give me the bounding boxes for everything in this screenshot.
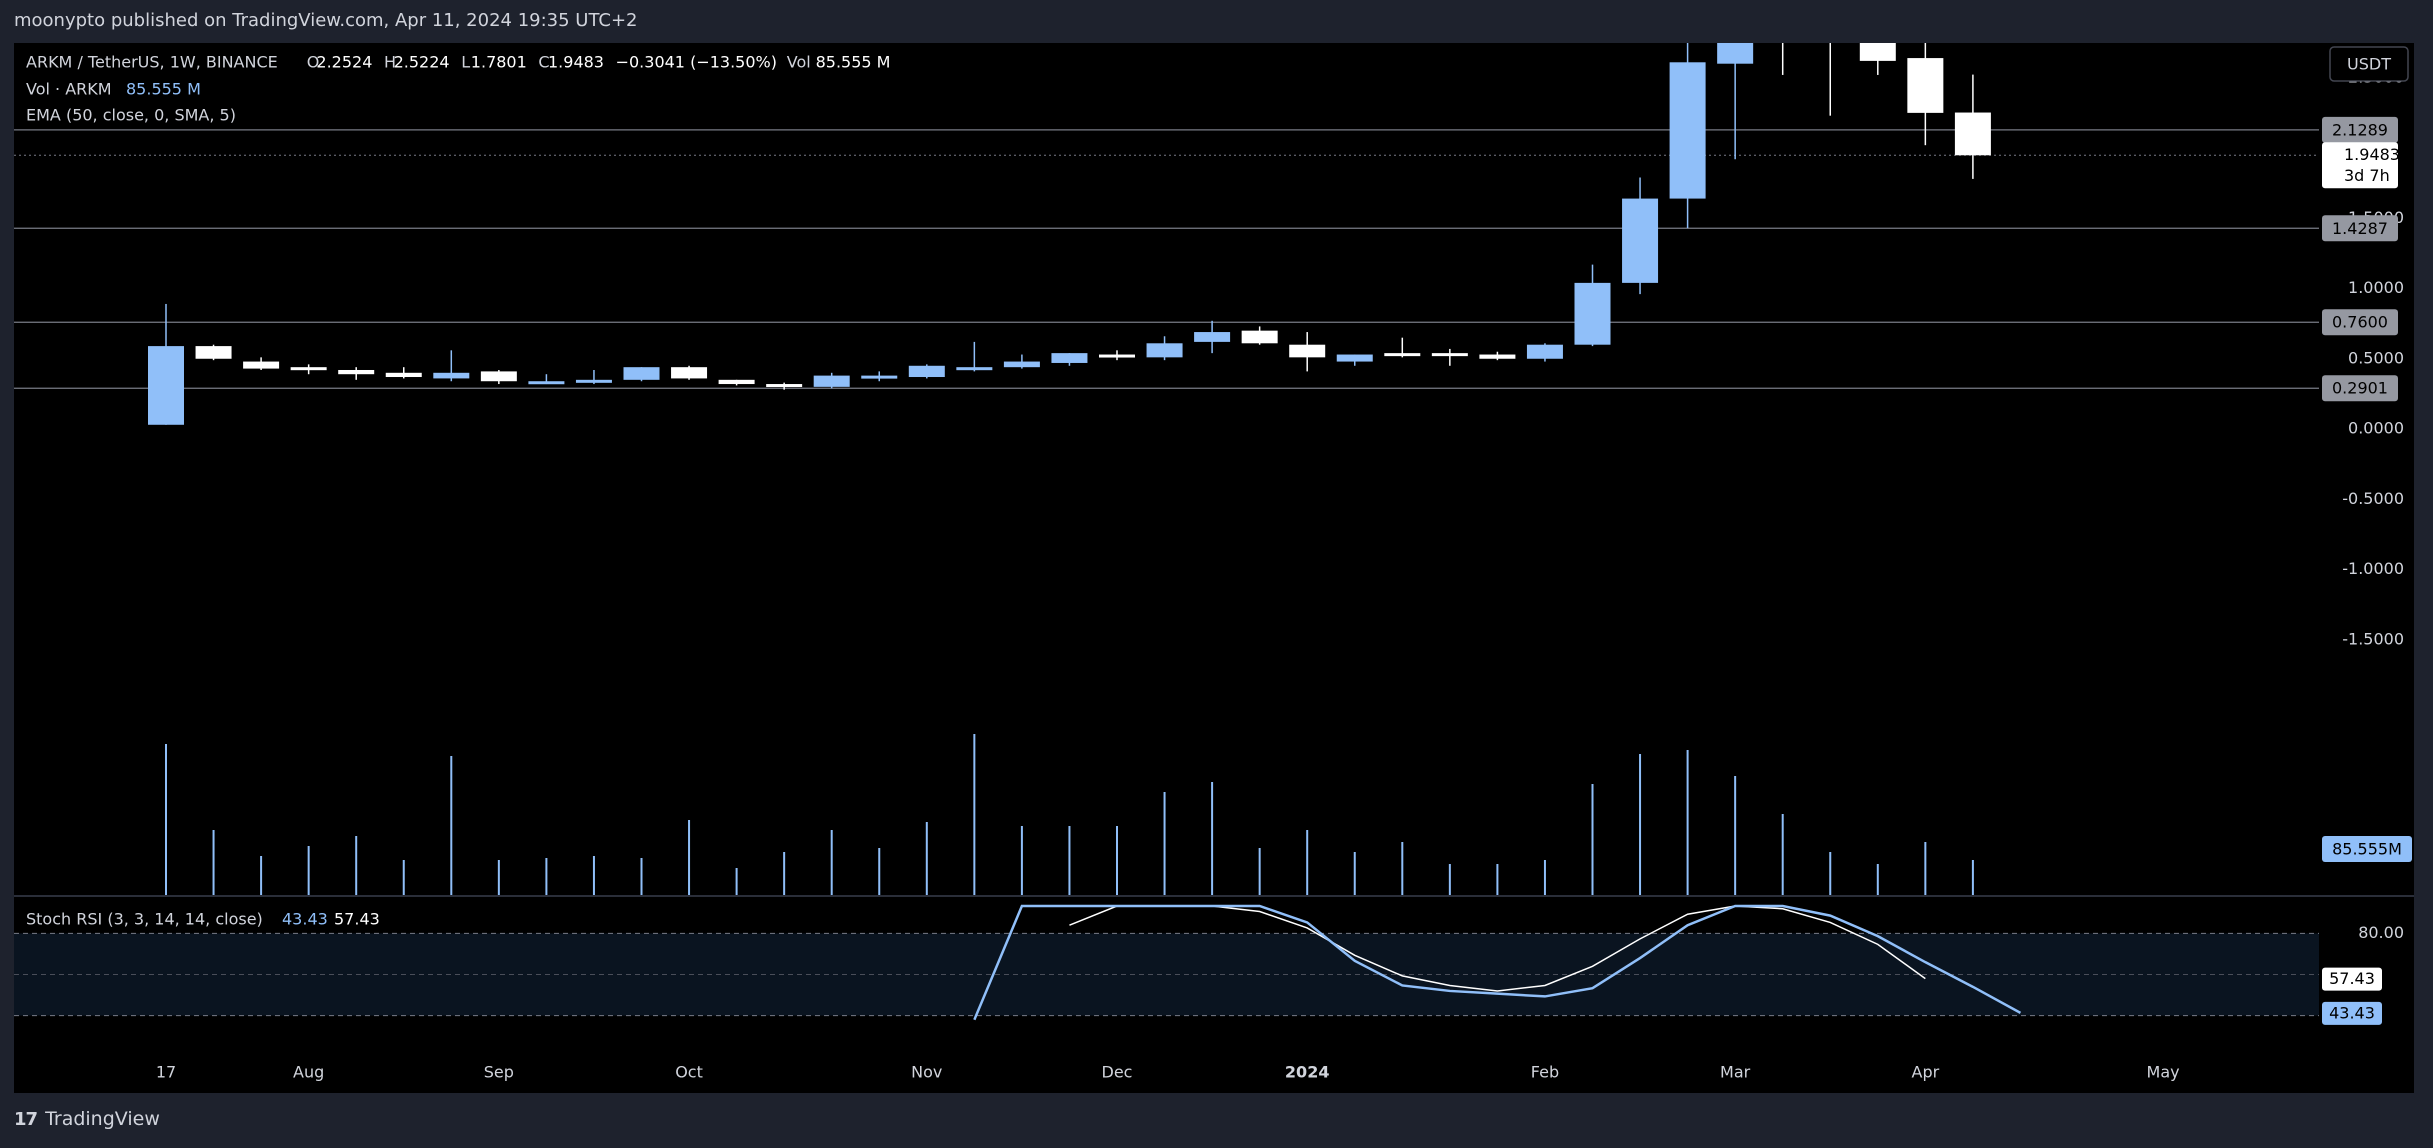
candle-body [766, 384, 803, 388]
chart-frame[interactable]: 3.50002.50001.50001.00000.50000.0000-0.5… [14, 43, 2414, 1093]
candle-body [1907, 58, 1944, 113]
candle-body [1194, 332, 1231, 342]
publisher-line: moonypto published on TradingView.com, A… [14, 10, 638, 31]
currency-button-label[interactable]: USDT [2347, 55, 2391, 74]
stoch-k-line [973, 904, 2022, 1021]
legend-vol-line-label: Vol · ARKM [26, 80, 112, 99]
x-axis-label: Aug [293, 1063, 324, 1082]
x-axis-label: Oct [675, 1063, 703, 1082]
volume-label-box [2322, 836, 2412, 862]
legend-h-label: H [384, 53, 396, 72]
price-tick-label: -1.0000 [2342, 559, 2404, 578]
candle-body [1051, 353, 1088, 363]
candle-body [528, 381, 565, 385]
legend-vol-value: 85.555 M [816, 53, 891, 72]
x-axis-label: Dec [1102, 1063, 1133, 1082]
legend-c-label: C [538, 53, 549, 72]
stoch-legend-k: 43.43 [282, 910, 328, 929]
legend-ema: EMA (50, close, 0, SMA, 5) [26, 106, 236, 125]
legend-h-value: 2.5224 [394, 53, 450, 72]
stoch-tick-label: 80.00 [2358, 923, 2404, 942]
legend-change: −0.3041 (−13.50%) [616, 53, 777, 72]
legend-l-label: L [461, 53, 470, 72]
candle-body [956, 367, 993, 371]
candle-body [1574, 282, 1611, 345]
candle-body [148, 346, 184, 425]
legend-o-value: 2.2524 [316, 53, 372, 72]
x-axis-label: Nov [911, 1063, 942, 1082]
candle-body [1146, 343, 1183, 358]
tradingview-logo-icon: 17 [14, 1108, 38, 1130]
level-label-box [2322, 309, 2398, 336]
price-tick-label: 1.0000 [2348, 278, 2404, 297]
candle-body [433, 372, 470, 379]
legend-l-value: 1.7801 [471, 53, 527, 72]
candle-body [385, 372, 422, 378]
currency-button[interactable] [2329, 46, 2409, 82]
candle-body [1859, 43, 1896, 61]
candle-body [1241, 330, 1278, 344]
candle-body [1954, 112, 1991, 156]
x-axis-label: 2024 [1285, 1063, 1330, 1082]
stoch-legend-label: Stoch RSI (3, 3, 14, 14, close) [26, 910, 263, 929]
legend-o-label: O [307, 53, 320, 72]
volume-label: 85.555M [2332, 840, 2402, 859]
candle-body [290, 367, 327, 371]
x-axis-label: Apr [1912, 1063, 1940, 1082]
legend-vol-label: Vol [787, 53, 811, 72]
x-axis-label: Sep [484, 1063, 514, 1082]
candle-body [623, 367, 660, 380]
price-tick-label: 0.0000 [2348, 419, 2404, 438]
candle-body [575, 379, 612, 383]
legend-vol-line-value: 85.555 M [126, 80, 201, 99]
candle-body [813, 375, 850, 387]
level-label-box [2322, 116, 2398, 143]
candle-body [338, 369, 375, 375]
legend-c-value: 1.9483 [548, 53, 604, 72]
x-axis-label: Mar [1720, 1063, 1751, 1082]
candle-body [1526, 344, 1563, 359]
x-axis-label: May [2147, 1063, 2180, 1082]
stoch-k-box [2322, 1001, 2382, 1025]
last-price-countdown: 3d 7h [2344, 166, 2390, 185]
candle-body [671, 367, 708, 379]
price-tick-label: -0.5000 [2342, 489, 2404, 508]
candle-body [1669, 62, 1706, 199]
candle-body [908, 365, 945, 378]
last-price-box [2322, 142, 2398, 189]
last-price-label: 1.9483 [2344, 145, 2400, 164]
legend-symbol: ARKM / TetherUS, 1W, BINANCE [26, 53, 278, 72]
candle-body [1384, 353, 1421, 357]
candle-body [861, 375, 898, 379]
candle-body [1431, 353, 1468, 357]
level-label: 2.1289 [2332, 120, 2388, 139]
price-tick-label: -1.5000 [2342, 629, 2404, 648]
stoch-d-value: 57.43 [2329, 969, 2375, 988]
x-axis-label: Feb [1531, 1063, 1559, 1082]
candle-body [1336, 354, 1373, 362]
candle-body [1479, 354, 1516, 359]
candle-body [195, 346, 232, 359]
x-axis-label: 17 [156, 1063, 176, 1082]
candle-body [1289, 344, 1326, 358]
level-label-box [2322, 215, 2398, 242]
price-tick-label: 0.5000 [2348, 348, 2404, 367]
footer: 17 TradingView [14, 1108, 160, 1130]
stoch-k-value: 43.43 [2329, 1003, 2375, 1022]
level-label: 0.7600 [2332, 313, 2388, 332]
level-label: 0.2901 [2332, 379, 2388, 398]
candle-body [1622, 198, 1659, 283]
stoch-legend-d: 57.43 [334, 910, 380, 929]
stoch-d-box [2322, 967, 2382, 991]
candle-body [1099, 354, 1135, 358]
candle-body [1003, 361, 1040, 368]
level-label-box [2322, 375, 2398, 402]
level-label: 1.4287 [2332, 219, 2388, 238]
candle-body [1717, 43, 1754, 64]
candle-body [718, 379, 755, 385]
candle-body [480, 371, 517, 382]
chart-canvas[interactable]: 3.50002.50001.50001.00000.50000.0000-0.5… [14, 43, 2414, 1093]
footer-brand: TradingView [45, 1108, 160, 1130]
candle-body [243, 361, 280, 369]
